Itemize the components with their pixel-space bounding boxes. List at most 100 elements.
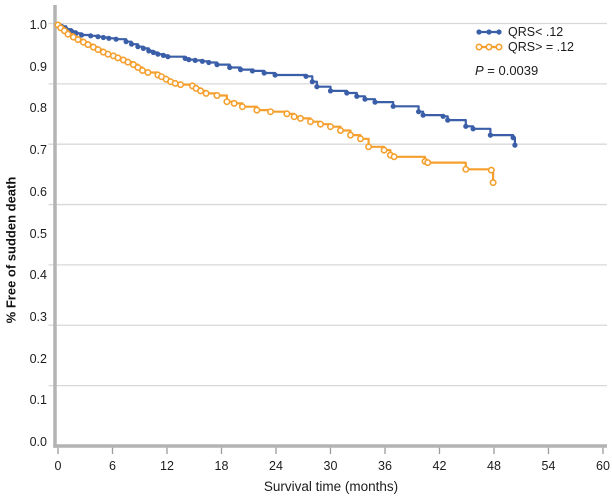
data-point-filled [100, 34, 106, 41]
y-tick-label: 0.4 [29, 268, 47, 283]
data-point-filled [140, 45, 146, 52]
data-point-filled [445, 117, 451, 123]
data-point-filled [327, 88, 334, 94]
p-rest: = 0.0039 [483, 63, 539, 78]
legend-item-qrs-lt: QRS< .12 [475, 25, 574, 39]
legend-label-qrs-ge: QRS> = .12 [508, 40, 575, 54]
data-point-filled [192, 57, 198, 64]
data-point-filled [420, 112, 426, 118]
data-point-filled [362, 96, 368, 102]
data-point-filled [314, 84, 320, 90]
data-point-filled [249, 68, 255, 74]
data-point-filled [150, 49, 156, 56]
data-point-open [365, 143, 373, 151]
x-tick-label: 0 [54, 459, 62, 473]
data-point-filled [123, 39, 129, 45]
data-point-filled [88, 33, 94, 39]
data-point-filled [390, 103, 396, 109]
data-point-open [202, 89, 210, 97]
data-point-filled [135, 44, 141, 50]
data-point-filled [487, 132, 493, 138]
data-point-open [94, 46, 102, 54]
data-point-open [230, 99, 238, 107]
x-tick-label: 60 [596, 459, 610, 473]
data-point-filled [463, 123, 469, 129]
legend-swatch-filled-circle-icon [476, 29, 502, 35]
data-point-open [114, 54, 122, 62]
data-point-filled [79, 32, 85, 38]
data-point-filled [512, 142, 518, 148]
y-tick-label: 0.2 [29, 351, 47, 366]
x-tick-label: 24 [269, 459, 283, 473]
data-point-filled [199, 58, 205, 64]
data-point-open [487, 166, 495, 174]
data-point-open [223, 98, 231, 106]
data-point-open [290, 113, 298, 121]
data-point-open [283, 110, 291, 118]
x-tick-label: 12 [160, 459, 174, 473]
data-point-open [144, 69, 152, 77]
data-point-open [171, 79, 179, 87]
data-point-filled [344, 90, 350, 96]
data-point-filled [238, 67, 244, 73]
data-point-open [84, 41, 92, 49]
data-point-open [74, 36, 82, 44]
y-tick-label: 0.3 [29, 309, 47, 324]
y-axis-title: % Free of sudden death [3, 176, 19, 324]
data-point-open [380, 146, 388, 154]
x-tick-label: 6 [109, 459, 116, 473]
data-point-open [336, 127, 344, 135]
data-point-open [306, 118, 314, 126]
data-point-filled [309, 79, 315, 85]
data-point-filled [113, 36, 119, 42]
data-point-open [213, 92, 221, 100]
x-tick-label: 48 [487, 459, 501, 473]
data-point-open [104, 50, 112, 58]
y-tick-label: 0.7 [29, 143, 47, 158]
data-point-filled [261, 70, 267, 76]
data-point-open [64, 30, 72, 38]
x-tick-label: 42 [432, 459, 447, 473]
data-point-open [253, 106, 261, 114]
data-point-open [197, 87, 205, 95]
data-point-open [316, 120, 324, 128]
x-tick-label: 18 [214, 459, 229, 473]
data-point-filled [155, 51, 161, 57]
legend: QRS< .12 QRS> = .12 P = 0.0039 [475, 25, 574, 78]
data-point-open [124, 58, 132, 66]
data-point-open [424, 159, 432, 167]
data-point-filled [95, 34, 101, 40]
data-point-filled [146, 48, 152, 54]
data-point-filled [214, 62, 220, 68]
data-point-filled [129, 41, 135, 47]
data-point-open [390, 153, 398, 161]
data-point-open [266, 108, 274, 116]
legend-item-qrs-ge: QRS> = .12 [475, 40, 574, 54]
data-point-filled [227, 64, 233, 71]
data-point-filled [470, 126, 476, 132]
data-point-filled [206, 59, 212, 66]
data-point-filled [272, 72, 278, 78]
data-point-open [177, 81, 185, 89]
legend-swatch-open-circle-icon [475, 43, 503, 51]
data-point-open [489, 179, 497, 187]
data-point-filled [510, 135, 516, 141]
data-point-open [326, 123, 334, 131]
data-point-open [134, 64, 142, 72]
p-symbol: P [475, 63, 484, 78]
y-tick-label: 0.8 [29, 101, 47, 116]
x-tick-label: 54 [541, 459, 556, 473]
data-point-filled [440, 113, 446, 119]
data-point-open [139, 67, 147, 75]
legend-label-qrs-lt: QRS< .12 [508, 25, 564, 39]
x-axis-title: Survival time (months) [263, 479, 399, 494]
data-point-filled [186, 57, 192, 63]
data-point-filled [372, 99, 378, 105]
data-point-filled [106, 35, 112, 41]
y-tick-label: 0.0 [29, 435, 47, 449]
series-line-1 [58, 23, 495, 183]
data-point-filled [165, 54, 171, 60]
y-tick-label: 0.1 [29, 393, 47, 408]
